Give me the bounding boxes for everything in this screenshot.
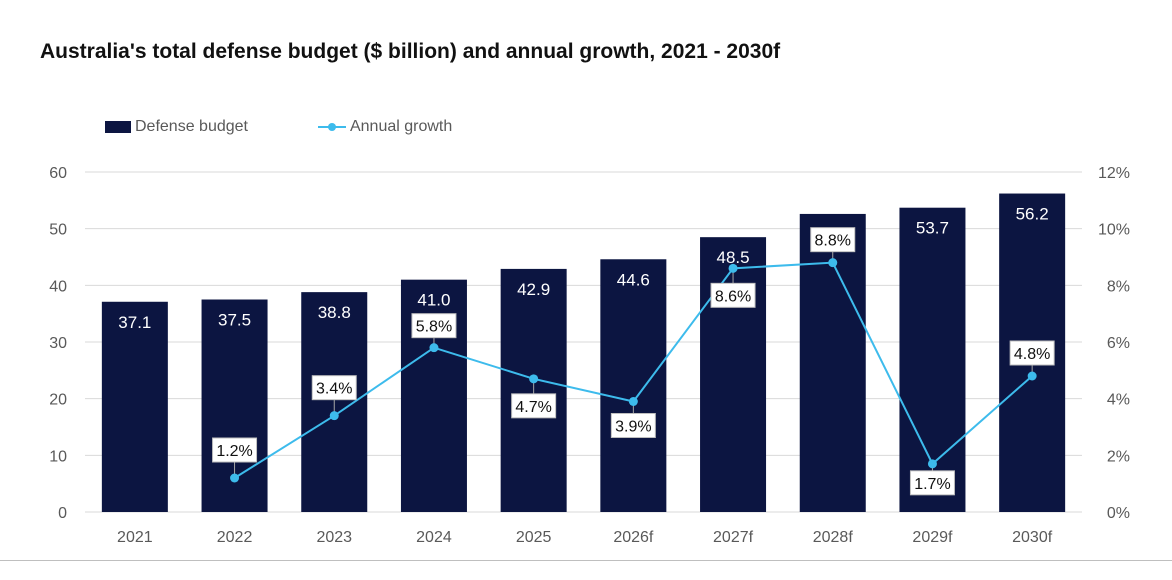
y-right-tick-label: 10% bbox=[1098, 222, 1130, 239]
x-tick-label: 2025 bbox=[516, 529, 552, 546]
y-left-tick-label: 30 bbox=[49, 335, 67, 352]
bar bbox=[600, 259, 667, 512]
y-left-tick-label: 60 bbox=[49, 165, 67, 182]
bar-value-label: 48.5 bbox=[717, 248, 750, 267]
y-right-tick-label: 2% bbox=[1107, 448, 1130, 465]
bottom-rule bbox=[0, 560, 1172, 561]
y-right-tick-label: 6% bbox=[1107, 335, 1130, 352]
growth-value-label: 3.9% bbox=[615, 419, 651, 436]
growth-point bbox=[230, 473, 240, 483]
bar-value-label: 41.0 bbox=[417, 291, 450, 310]
x-tick-label: 2024 bbox=[416, 529, 452, 546]
bar-value-label: 37.1 bbox=[118, 313, 151, 332]
legend-label-budget: Defense budget bbox=[135, 118, 248, 135]
growth-point bbox=[728, 263, 738, 273]
growth-value-label: 8.8% bbox=[815, 233, 851, 250]
bar-value-label: 56.2 bbox=[1016, 205, 1049, 224]
growth-value-label: 4.8% bbox=[1014, 346, 1050, 363]
data-label-box bbox=[411, 313, 457, 339]
growth-point bbox=[828, 258, 838, 268]
data-label-box bbox=[511, 393, 557, 419]
bar-value-label: 44.6 bbox=[617, 270, 650, 289]
legend-swatch-growth bbox=[317, 121, 346, 133]
x-tick-label: 2027f bbox=[713, 529, 754, 546]
x-tick-label: 2030f bbox=[1012, 529, 1053, 546]
growth-point bbox=[927, 459, 937, 469]
legend-item-budget: Defense budget bbox=[105, 118, 248, 136]
x-tick-label: 2023 bbox=[316, 529, 352, 546]
y-right-tick-label: 8% bbox=[1107, 278, 1130, 295]
y-left-tick-label: 20 bbox=[49, 392, 67, 409]
data-label-box bbox=[810, 227, 856, 253]
y-left-tick-label: 50 bbox=[49, 222, 67, 239]
chart-title: Australia's total defense budget ($ bill… bbox=[40, 40, 781, 63]
data-label-box bbox=[212, 437, 258, 463]
y-left-tick-label: 0 bbox=[58, 505, 67, 522]
x-tick-label: 2021 bbox=[117, 529, 153, 546]
x-tick-label: 2022 bbox=[217, 529, 253, 546]
growth-point bbox=[329, 411, 339, 421]
growth-point bbox=[529, 374, 539, 384]
growth-value-label: 5.8% bbox=[416, 319, 452, 336]
y-left-tick-label: 40 bbox=[49, 278, 67, 295]
data-label-box bbox=[909, 470, 955, 496]
data-label-box bbox=[710, 282, 756, 308]
chart-legend: Defense budget Annual growth bbox=[105, 118, 522, 136]
x-tick-label: 2029f bbox=[912, 529, 953, 546]
x-tick-label: 2028f bbox=[813, 529, 854, 546]
y-left-tick-label: 10 bbox=[49, 448, 67, 465]
data-label-box bbox=[311, 375, 357, 401]
bar-value-label: 42.9 bbox=[517, 280, 550, 299]
data-label-box bbox=[1009, 340, 1055, 366]
growth-value-label: 1.2% bbox=[216, 443, 252, 460]
data-label-box bbox=[610, 413, 656, 438]
growth-value-label: 8.6% bbox=[715, 288, 751, 305]
growth-value-label: 1.7% bbox=[914, 476, 950, 493]
growth-point bbox=[628, 397, 638, 406]
bar-value-label: 38.8 bbox=[318, 303, 351, 322]
y-right-tick-label: 12% bbox=[1098, 165, 1130, 182]
y-right-tick-label: 0% bbox=[1107, 505, 1130, 522]
bar-value-label: 37.5 bbox=[218, 311, 251, 330]
legend-label-growth: Annual growth bbox=[349, 118, 453, 135]
x-tick-label: 2026f bbox=[613, 529, 654, 546]
growth-value-label: 4.7% bbox=[515, 399, 551, 416]
legend-item-growth: Annual growth bbox=[317, 118, 453, 136]
legend-swatch-budget bbox=[105, 121, 131, 133]
growth-point bbox=[429, 343, 439, 353]
growth-value-label: 3.4% bbox=[316, 381, 352, 398]
y-right-tick-label: 4% bbox=[1107, 392, 1130, 409]
bar-value-label: 53.7 bbox=[916, 219, 949, 238]
growth-point bbox=[1027, 371, 1037, 381]
bar bbox=[101, 301, 168, 512]
